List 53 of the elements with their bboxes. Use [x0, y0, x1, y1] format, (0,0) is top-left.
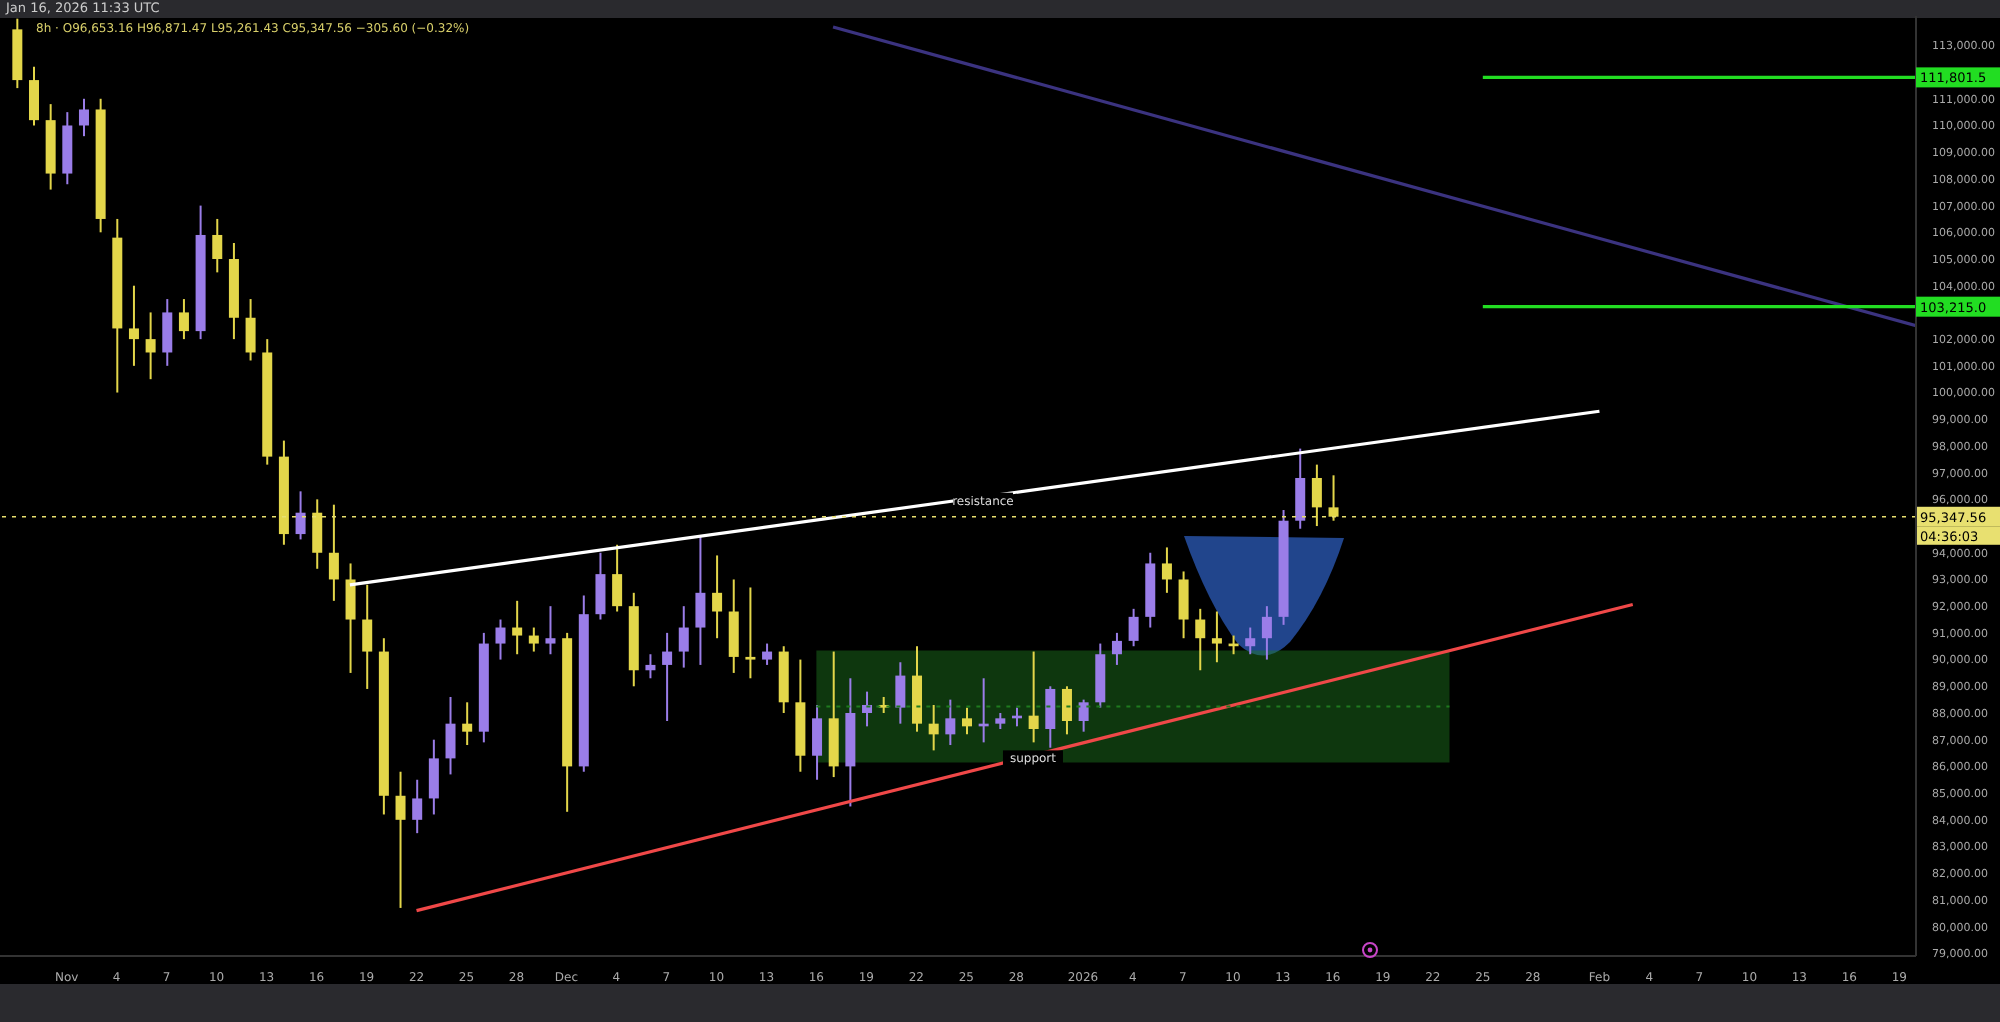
candlestick	[745, 586, 756, 680]
candlestick	[645, 653, 656, 680]
candlestick	[445, 695, 456, 776]
candlestick	[1111, 631, 1122, 666]
candlestick	[545, 605, 556, 656]
candlestick	[528, 626, 539, 653]
candlestick	[428, 738, 439, 816]
candlestick	[328, 503, 339, 602]
candlestick	[1045, 685, 1056, 749]
candlestick	[662, 631, 673, 722]
candlestick	[1178, 570, 1189, 640]
candlestick	[312, 498, 323, 570]
candlestick	[595, 551, 606, 621]
candlestick	[1128, 607, 1139, 648]
candlestick	[1078, 698, 1089, 733]
candlestick	[812, 703, 823, 781]
candlestick	[495, 618, 506, 661]
candlestick	[78, 97, 89, 138]
candlestick	[512, 599, 523, 656]
candlestick	[1028, 650, 1039, 744]
candlestick	[212, 217, 223, 274]
candlestick	[362, 583, 373, 690]
candlestick	[28, 65, 39, 127]
candlestick	[412, 778, 423, 835]
candlestick	[1295, 447, 1306, 530]
candlestick	[695, 535, 706, 666]
candlestick	[128, 284, 139, 367]
candlestick	[1261, 605, 1272, 661]
candlestick	[928, 703, 939, 752]
candlestick	[728, 578, 739, 674]
candlestick	[1161, 546, 1172, 594]
candlestick	[1311, 463, 1322, 528]
candlestick	[1328, 474, 1339, 522]
candlestick	[145, 311, 156, 381]
candlestick	[462, 701, 473, 747]
candlestick	[295, 490, 306, 541]
candlestick	[345, 562, 356, 674]
candlestick	[245, 298, 256, 362]
candlestick	[1211, 610, 1222, 664]
candlestick	[1245, 626, 1256, 656]
candlestick	[712, 554, 723, 640]
candlestick	[178, 298, 189, 341]
candlestick	[1061, 685, 1072, 736]
candlestick	[162, 298, 173, 367]
candlestick	[678, 605, 689, 669]
candlestick	[862, 690, 873, 728]
candlestick	[395, 770, 406, 909]
candlestick	[1195, 607, 1206, 672]
candlestick	[612, 543, 623, 613]
candlestick	[762, 642, 773, 666]
candlestick	[945, 698, 956, 747]
candlestick	[895, 661, 906, 725]
candlestick	[962, 706, 972, 736]
